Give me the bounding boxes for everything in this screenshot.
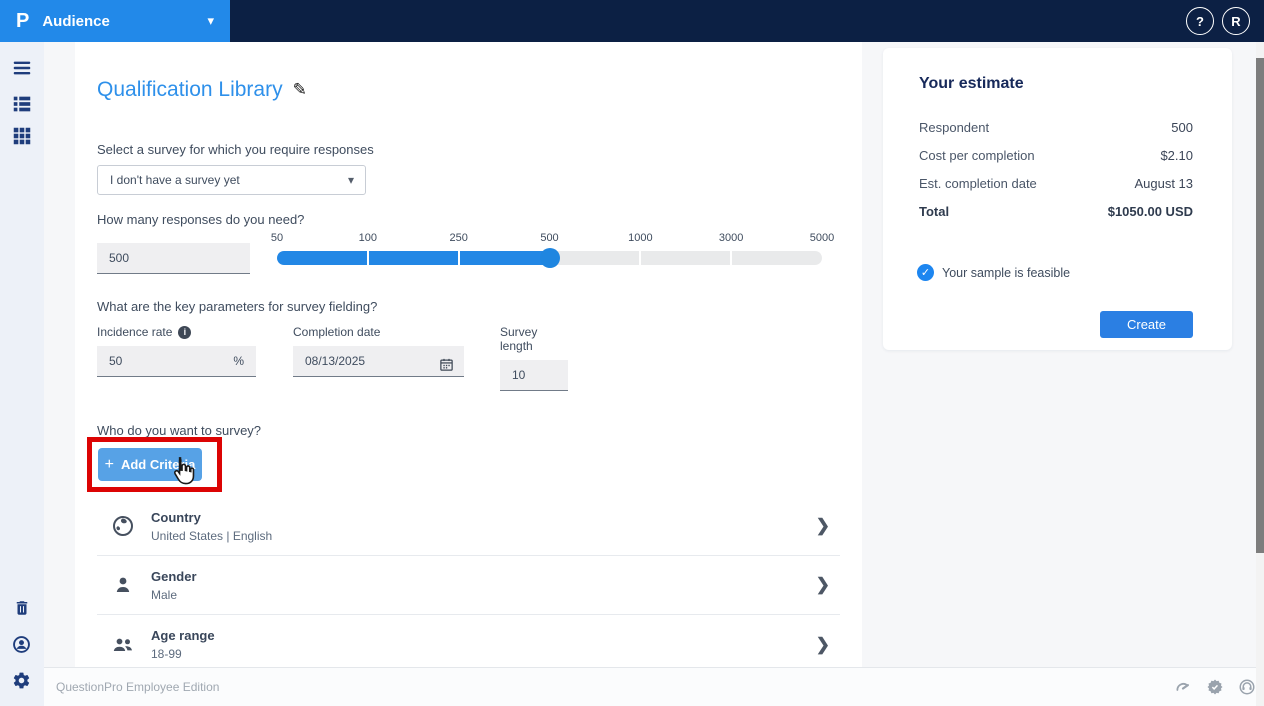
main-content: Qualification Library ✎ Select a survey … xyxy=(75,42,862,667)
tick-label: 50 xyxy=(270,232,284,244)
caret-down-icon: ▾ xyxy=(347,173,354,187)
estimate-row-total: Total $1050.00 USD xyxy=(919,204,1193,219)
incidence-rate-field: Incidence rate i 50 % xyxy=(97,325,256,377)
calendar-icon[interactable] xyxy=(439,353,454,383)
footer: QuestionPro Employee Edition xyxy=(44,667,1264,706)
slider-divider xyxy=(457,251,460,265)
responses-slider: 50 100 250 500 1000 3000 5000 xyxy=(271,232,834,268)
criteria-value: 18-99 xyxy=(151,647,182,661)
params-label: What are the key parameters for survey f… xyxy=(97,299,378,314)
completion-date-field: Completion date 08/13/2025 xyxy=(293,325,464,377)
dashboard-grid-icon[interactable] xyxy=(11,125,33,147)
survey-select-value: I don't have a survey yet xyxy=(110,173,240,187)
slider-tick-labels: 50 100 250 500 1000 3000 5000 xyxy=(271,232,834,246)
person-icon xyxy=(111,573,135,597)
privacy-account-icon[interactable] xyxy=(12,635,31,654)
slider-handle[interactable] xyxy=(539,248,560,268)
completion-date-label: Completion date xyxy=(293,325,381,339)
page-title: Qualification Library ✎ xyxy=(97,78,307,101)
survey-length-input[interactable]: 10 xyxy=(500,360,568,391)
tick-label: 5000 xyxy=(809,232,835,244)
responses-label: How many responses do you need? xyxy=(97,212,305,227)
chevron-right-icon: ❯ xyxy=(815,516,830,535)
percent-suffix: % xyxy=(233,354,244,368)
criteria-row-gender[interactable]: Gender Male ❯ xyxy=(97,556,840,615)
slider-divider xyxy=(639,251,642,265)
tick-label: 100 xyxy=(358,232,378,244)
info-icon[interactable]: i xyxy=(178,325,192,339)
slider-divider xyxy=(730,251,733,265)
estimate-title: Your estimate xyxy=(919,75,1024,92)
support-headset-icon[interactable] xyxy=(1238,678,1256,696)
mouse-cursor xyxy=(173,457,195,485)
trash-icon[interactable] xyxy=(13,599,31,617)
slider-divider xyxy=(366,251,369,265)
caret-down-icon: ▾ xyxy=(207,13,214,28)
globe-icon xyxy=(111,514,135,538)
criteria-title: Age range xyxy=(151,628,215,643)
responses-input[interactable]: 500 xyxy=(97,243,250,274)
tick-label: 1000 xyxy=(628,232,653,244)
product-switcher[interactable]: P Audience ▾ xyxy=(0,0,230,42)
app-name: Audience xyxy=(42,12,110,30)
scrollbar-thumb[interactable] xyxy=(1256,58,1264,553)
chevron-right-icon: ❯ xyxy=(815,634,830,654)
annotation-highlight-box xyxy=(87,437,222,492)
settings-gear-icon[interactable] xyxy=(12,671,31,690)
vertical-scrollbar[interactable] xyxy=(1256,42,1264,706)
criteria-value: United States | English xyxy=(151,528,273,543)
tick-label: 250 xyxy=(449,232,468,244)
estimate-panel: Your estimate Respondent 500 Cost per co… xyxy=(883,48,1232,350)
people-icon xyxy=(111,633,135,657)
tick-label: 3000 xyxy=(718,232,744,244)
chevron-right-icon: ❯ xyxy=(815,575,830,594)
verified-badge-icon[interactable] xyxy=(1206,678,1224,696)
plus-icon: + xyxy=(104,455,114,473)
estimate-row-respondent: Respondent 500 xyxy=(919,120,1193,135)
estimate-row-cost: Cost per completion $2.10 xyxy=(919,148,1193,163)
tick-label: 500 xyxy=(540,232,559,244)
survey-list-icon[interactable] xyxy=(11,93,33,115)
criteria-row-country[interactable]: Country United States | English ❯ xyxy=(97,497,840,556)
criteria-value: Male xyxy=(151,587,178,602)
check-icon: ✓ xyxy=(917,264,934,281)
avatar[interactable]: R xyxy=(1222,7,1250,35)
hamburger-menu-icon[interactable] xyxy=(11,57,33,79)
survey-select[interactable]: I don't have a survey yet ▾ xyxy=(97,165,366,195)
questionpro-logo-icon: P xyxy=(16,9,30,32)
footer-edition-label: QuestionPro Employee Edition xyxy=(56,680,220,694)
edit-title-icon[interactable]: ✎ xyxy=(292,80,307,99)
survey-select-label: Select a survey for which you require re… xyxy=(97,142,374,157)
top-bar: P Audience ▾ ? R xyxy=(0,0,1264,42)
incidence-rate-input[interactable]: 50 % xyxy=(97,346,256,377)
survey-length-field: Survey length 10 xyxy=(500,325,568,391)
feasibility-status: ✓ Your sample is feasible xyxy=(917,264,1070,281)
help-button[interactable]: ? xyxy=(1186,7,1214,35)
create-button[interactable]: Create xyxy=(1100,311,1193,338)
criteria-title: Country xyxy=(151,509,201,525)
left-sidebar xyxy=(0,42,44,706)
criteria-title: Gender xyxy=(151,568,197,584)
slider-track[interactable] xyxy=(277,248,822,268)
incidence-rate-label: Incidence rate xyxy=(97,325,173,339)
completion-date-input[interactable]: 08/13/2025 xyxy=(293,346,464,377)
who-label: Who do you want to survey? xyxy=(97,423,262,438)
criteria-row-age-range[interactable]: Age range 18-99 ❯ xyxy=(97,615,840,674)
criteria-list: Country United States | English ❯ Gender… xyxy=(97,497,840,674)
estimate-row-date: Est. completion date August 13 xyxy=(919,176,1193,191)
performance-gauge-icon[interactable] xyxy=(1174,678,1192,696)
survey-length-label: Survey length xyxy=(500,325,538,353)
